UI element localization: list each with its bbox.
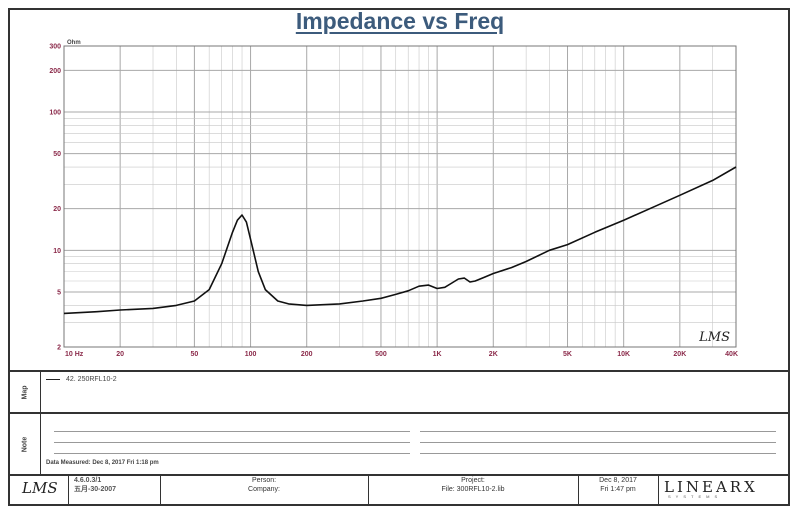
legend-entry: 42. 250RFL10-2 (66, 376, 117, 383)
footer-divider (68, 475, 69, 505)
person-cell: Person: Company: (162, 476, 366, 498)
note-line (420, 431, 776, 432)
y-tick-label: 2 (57, 345, 61, 352)
x-tick-label: 10 Hz (65, 351, 84, 358)
note-line (54, 453, 410, 454)
y-tick-label: 300 (49, 44, 61, 51)
lms-watermark: LMS (698, 330, 730, 345)
plot-border (63, 45, 737, 348)
x-tick-label: 100 (245, 351, 257, 358)
y-tick-label: 5 (57, 289, 61, 296)
y-tick-label: 200 (49, 68, 61, 75)
y-axis-label: Ohm (67, 40, 81, 46)
note-line (420, 442, 776, 443)
footer-top-rule (9, 474, 790, 476)
linearx-logo: LINEARX (664, 478, 758, 496)
x-tick-label: 50 (191, 351, 199, 358)
label-column-divider (40, 371, 41, 475)
y-tick-label: 20 (53, 206, 61, 213)
date-measured: Data Measured: Dec 8, 2017 Fri 1:18 pm (46, 460, 159, 466)
x-tick-label: 40K (725, 351, 738, 358)
footer-divider (160, 475, 161, 505)
footer-time: Fri 1:47 pm (600, 486, 636, 493)
footer-divider (658, 475, 659, 505)
x-tick-label: 2K (489, 351, 498, 358)
x-tick-label: 500 (375, 351, 387, 358)
note-label: Note (21, 436, 29, 452)
note-line (420, 453, 776, 454)
footer-date: Dec 8, 2017 (599, 477, 637, 484)
x-tick-label: 10K (617, 351, 630, 358)
legend: 42. 250RFL10-2 (46, 376, 117, 383)
version-info: 4.6.0.3/1 五月-30-2007 (74, 476, 158, 498)
legend-swatch (46, 379, 60, 380)
footer-divider (368, 475, 369, 505)
footer-divider (578, 475, 579, 505)
map-top-rule (9, 370, 790, 372)
person-label: Person: (251, 477, 277, 484)
project-label: Project: (461, 477, 485, 484)
note-line (54, 442, 410, 443)
x-tick-label: 20K (673, 351, 686, 358)
note-top-rule (9, 412, 790, 414)
linearx-logo-subtitle: SYSTEMS (668, 494, 723, 499)
project-cell: Project: File: 300RFL10-2.lib (370, 476, 576, 498)
date-cell: Dec 8, 2017 Fri 1:47 pm (580, 476, 656, 498)
y-tick-label: 50 (53, 151, 61, 158)
version-date: 五月-30-2007 (74, 486, 117, 493)
company-label: Company: (248, 486, 280, 493)
version-number: 4.6.0.3/1 (74, 477, 102, 484)
lms-logo: LMS (22, 479, 58, 497)
x-tick-label: 200 (301, 351, 313, 358)
impedance-curve (63, 166, 737, 315)
map-label: Map (21, 385, 29, 399)
x-tick-label: 20 (116, 351, 124, 358)
chart-title: Impedance vs Freq (295, 8, 505, 34)
y-tick-label: 100 (49, 109, 61, 116)
x-tick-label: 1K (433, 351, 442, 358)
file-label: File: 300RFL10-2.lib (441, 486, 505, 493)
plot-area (64, 46, 736, 347)
note-line (54, 431, 410, 432)
y-tick-label: 10 (53, 248, 61, 255)
x-tick-label: 5K (563, 351, 572, 358)
